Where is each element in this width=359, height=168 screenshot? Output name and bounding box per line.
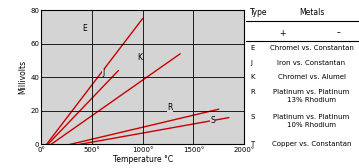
X-axis label: Temperature °C: Temperature °C [113, 155, 173, 164]
Text: Chromel vs. Alumel: Chromel vs. Alumel [278, 74, 345, 80]
Text: Metals: Metals [299, 8, 324, 17]
Text: J: J [251, 60, 252, 66]
Text: R: R [251, 89, 255, 95]
Y-axis label: Millivolts: Millivolts [18, 60, 27, 94]
Text: S: S [251, 114, 255, 120]
Text: S: S [210, 116, 215, 125]
Text: +: + [279, 29, 285, 38]
Text: Platinum vs. Platinum
10% Rhodium: Platinum vs. Platinum 10% Rhodium [274, 114, 350, 128]
Text: J: J [102, 68, 104, 77]
Text: Iron vs. Constantan: Iron vs. Constantan [278, 60, 346, 66]
Text: –: – [337, 29, 341, 38]
Text: Chromel vs. Constantan: Chromel vs. Constantan [270, 45, 354, 51]
Text: K: K [251, 74, 255, 80]
Text: E: E [83, 24, 87, 33]
Text: E: E [251, 45, 255, 51]
Text: Type: Type [251, 8, 268, 17]
Text: T: T [251, 141, 255, 147]
Text: R: R [167, 103, 173, 112]
Text: Platinum vs. Platinum
13% Rhodium: Platinum vs. Platinum 13% Rhodium [274, 89, 350, 102]
Text: K: K [137, 53, 142, 62]
Text: Copper vs. Constantan: Copper vs. Constantan [272, 141, 351, 147]
